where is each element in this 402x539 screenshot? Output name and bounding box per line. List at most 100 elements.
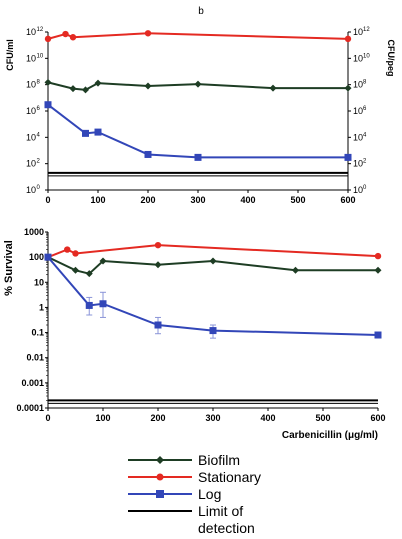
x-tick-label: 300: [205, 413, 220, 423]
top-ylabel-right: CFU/peg: [386, 40, 396, 77]
data-point-stationary: [62, 30, 69, 38]
data-point-biofilm: [85, 270, 93, 278]
bottom-xlabel: Carbenicillin (μg/ml): [282, 430, 378, 441]
legend-item-stationary: Stationary: [126, 469, 396, 486]
data-point-stationary: [69, 34, 77, 41]
y-tick-label-right-exp: 8: [363, 80, 367, 86]
y-tick-label: 1: [39, 302, 44, 312]
legend-marker-square: [128, 490, 192, 498]
legend-marker-circle: [128, 473, 192, 481]
x-tick-label: 500: [315, 413, 330, 423]
y-tick-label-right: 10: [353, 106, 363, 116]
legend-item-limit: Limit of: [126, 503, 396, 520]
data-point-log: [44, 253, 52, 261]
y-tick-label-exp: 12: [37, 27, 44, 33]
x-tick-label: 400: [260, 413, 275, 423]
legend-marker-line: [128, 510, 192, 512]
y-tick-label-right-exp: 10: [363, 53, 370, 59]
y-tick-label: 0.01: [26, 353, 44, 363]
legend-label: Log: [198, 486, 222, 502]
data-point-log: [85, 301, 93, 309]
x-tick-label: 600: [340, 195, 355, 205]
y-tick-label: 0.0001: [16, 403, 44, 413]
x-tick-label: 100: [95, 413, 110, 423]
y-tick-label-right: 10: [353, 27, 363, 37]
series-line-log: [47, 256, 379, 337]
y-tick-label: 0.1: [31, 328, 44, 338]
data-point-biofilm: [82, 86, 89, 94]
data-point-stationary: [144, 30, 152, 37]
data-point-biofilm: [209, 257, 217, 265]
data-point-stationary: [154, 241, 162, 249]
data-point-log: [82, 129, 89, 137]
x-tick-label: 500: [290, 195, 305, 205]
data-point-biofilm: [72, 266, 79, 274]
y-tick-label: 100: [29, 252, 44, 262]
y-tick-label-exp: 2: [37, 159, 41, 165]
y-tick-label-right: 10: [353, 185, 363, 195]
data-point-stationary: [374, 252, 382, 260]
data-point-biofilm: [269, 84, 277, 92]
data-point-biofilm: [94, 79, 102, 87]
y-tick-label-exp: 4: [37, 132, 41, 138]
y-tick-label: 10: [26, 80, 36, 90]
data-point-biofilm: [69, 85, 77, 93]
y-tick-label-exp: 8: [37, 80, 41, 86]
legend-label: detection: [198, 520, 255, 536]
panel-bottom-chart: 0 100 200 300 400 500 600 0.0001 0.001 0.01 0.1 1 10…: [16, 227, 385, 423]
bottom-ylabel: % Survival: [3, 240, 15, 296]
data-point-log: [154, 321, 162, 329]
data-point-log: [44, 101, 52, 109]
y-tick-label-right-exp: 6: [363, 106, 367, 112]
y-tick-label-right: 10: [353, 132, 363, 142]
y-tick-label-right: 10: [353, 80, 363, 90]
y-tick-label-right-exp: 0: [363, 185, 367, 191]
legend-label: Limit of: [198, 503, 244, 519]
y-tick-label-right: 10: [353, 53, 363, 63]
data-point-log: [94, 128, 102, 136]
x-tick-label: 0: [45, 413, 50, 423]
y-tick-label-right-exp: 12: [363, 27, 370, 33]
y-tick-label-exp: 10: [37, 53, 44, 59]
data-point-stationary: [72, 250, 79, 257]
data-point-stationary: [64, 246, 71, 253]
x-tick-label: 400: [240, 195, 255, 205]
y-tick-label: 10: [26, 159, 36, 169]
y-tick-label: 0.001: [21, 378, 44, 388]
y-tick-label-right: 10: [353, 159, 363, 169]
data-point-biofilm: [154, 261, 162, 269]
legend-item-log: Log: [126, 486, 396, 503]
y-tick-label-right-exp: 2: [363, 159, 367, 165]
data-point-biofilm: [194, 80, 202, 88]
data-point-log: [144, 150, 152, 158]
series-line-stationary: [47, 244, 379, 259]
x-tick-label: 300: [190, 195, 205, 205]
y-tick-label: 10: [26, 53, 36, 63]
data-point-biofilm: [292, 266, 299, 274]
legend-label: Stationary: [198, 469, 262, 485]
x-tick-label: 600: [370, 413, 385, 423]
y-tick-label: 1000: [24, 227, 44, 237]
legend: Biofilm Stationary Log Limit of detectio…: [126, 452, 396, 537]
y-tick-label-right-exp: 4: [363, 132, 367, 138]
legend-item-biofilm: Biofilm: [126, 452, 396, 469]
y-tick-label: 10: [26, 106, 36, 116]
top-ylabel-left: CFU/ml: [5, 39, 15, 71]
data-point-biofilm: [344, 84, 352, 92]
y-tick-label-exp: 0: [37, 185, 41, 191]
y-tick-label: 10: [34, 277, 44, 287]
data-point-biofilm: [144, 82, 152, 90]
data-point-biofilm: [99, 257, 107, 265]
x-tick-label: 200: [140, 195, 155, 205]
data-point-log: [209, 327, 217, 335]
data-point-log: [374, 331, 382, 339]
legend-marker-diamond: [128, 456, 192, 464]
x-tick-label: 100: [90, 195, 105, 205]
legend-label: Biofilm: [198, 452, 241, 468]
data-point-log: [99, 300, 107, 308]
series-line-log: [47, 103, 348, 159]
y-tick-label-exp: 6: [37, 106, 41, 112]
legend-item-limit-cont: detection: [126, 520, 396, 537]
